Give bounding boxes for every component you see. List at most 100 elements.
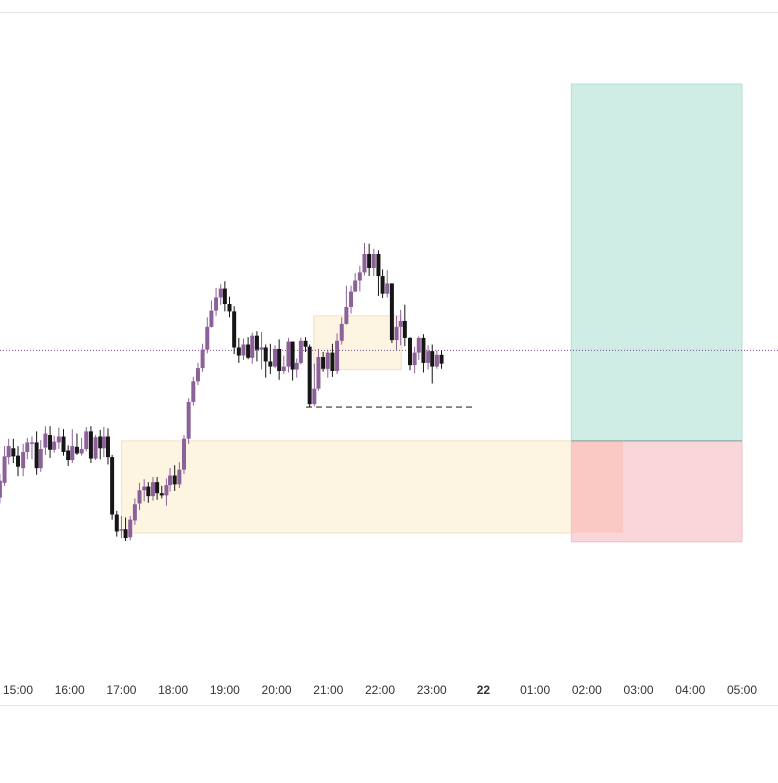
candle[interactable]	[105, 428, 110, 465]
candle[interactable]	[150, 476, 155, 501]
candle[interactable]	[66, 445, 71, 466]
candle[interactable]	[321, 351, 326, 372]
candle[interactable]	[38, 440, 43, 472]
candle[interactable]	[344, 285, 349, 325]
candle[interactable]	[218, 284, 223, 305]
candle[interactable]	[286, 337, 291, 373]
candle[interactable]	[128, 516, 133, 541]
candle[interactable]	[43, 426, 48, 455]
candle[interactable]	[290, 341, 295, 381]
candle[interactable]	[227, 296, 232, 318]
candle[interactable]	[335, 333, 340, 374]
candle[interactable]	[380, 269, 385, 299]
candle[interactable]	[214, 287, 219, 316]
candle[interactable]	[186, 398, 191, 444]
candle[interactable]	[325, 349, 330, 378]
candle[interactable]	[101, 426, 106, 458]
candle[interactable]	[312, 363, 317, 407]
candle[interactable]	[182, 435, 187, 475]
candle[interactable]	[394, 315, 399, 351]
candle[interactable]	[339, 317, 344, 345]
candle[interactable]	[263, 344, 268, 378]
candle[interactable]	[259, 332, 264, 370]
candle[interactable]	[114, 510, 119, 537]
candle[interactable]	[200, 343, 205, 372]
candle[interactable]	[353, 273, 358, 293]
candle[interactable]	[398, 309, 403, 346]
candle[interactable]	[241, 338, 246, 360]
candle[interactable]	[155, 476, 160, 500]
candle[interactable]	[277, 339, 282, 380]
candle[interactable]	[254, 331, 259, 362]
candle[interactable]	[385, 270, 390, 298]
candle[interactable]	[34, 431, 39, 475]
candle[interactable]	[48, 426, 53, 458]
candle[interactable]	[21, 443, 26, 477]
candle[interactable]	[132, 498, 137, 525]
candle[interactable]	[371, 248, 376, 277]
candle[interactable]	[367, 243, 372, 277]
candle[interactable]	[93, 435, 98, 461]
candle[interactable]	[11, 438, 16, 464]
candle[interactable]	[164, 478, 169, 506]
candle[interactable]	[25, 437, 30, 460]
candle[interactable]	[0, 474, 2, 504]
candle[interactable]	[159, 485, 164, 499]
candle[interactable]	[281, 355, 286, 374]
candle[interactable]	[123, 517, 128, 542]
candle[interactable]	[439, 350, 444, 369]
candle[interactable]	[6, 438, 11, 465]
candle[interactable]	[191, 376, 196, 406]
candle[interactable]	[88, 426, 93, 464]
candle[interactable]	[177, 462, 182, 489]
candle[interactable]	[246, 337, 251, 360]
candle[interactable]	[307, 344, 312, 408]
candle[interactable]	[416, 336, 421, 360]
candle[interactable]	[222, 281, 227, 312]
candle[interactable]	[273, 345, 278, 369]
candle[interactable]	[330, 343, 335, 377]
candle[interactable]	[389, 283, 394, 344]
candle[interactable]	[16, 446, 20, 477]
candle[interactable]	[110, 454, 115, 520]
candle[interactable]	[232, 306, 237, 355]
candle[interactable]	[298, 337, 303, 365]
demand-zone[interactable]	[120, 440, 624, 534]
candle[interactable]	[98, 429, 103, 460]
candle[interactable]	[74, 433, 79, 455]
candle[interactable]	[407, 337, 412, 371]
candle[interactable]	[172, 465, 177, 491]
candle[interactable]	[168, 468, 173, 492]
candle[interactable]	[434, 350, 439, 369]
target-zone[interactable]	[570, 83, 743, 442]
candle[interactable]	[430, 344, 435, 384]
candle[interactable]	[303, 337, 308, 352]
candle[interactable]	[119, 516, 124, 539]
candle[interactable]	[56, 427, 61, 450]
candle[interactable]	[421, 334, 426, 373]
candle[interactable]	[357, 265, 362, 292]
candle[interactable]	[349, 285, 354, 314]
candle[interactable]	[294, 358, 299, 378]
candle[interactable]	[2, 446, 7, 486]
candle[interactable]	[29, 436, 34, 460]
candle[interactable]	[79, 437, 84, 456]
candle[interactable]	[84, 426, 89, 452]
candle[interactable]	[412, 346, 417, 374]
candle[interactable]	[146, 482, 151, 503]
candle[interactable]	[70, 429, 75, 464]
candle[interactable]	[250, 332, 255, 364]
candle[interactable]	[142, 479, 147, 502]
candle[interactable]	[205, 317, 210, 354]
candle[interactable]	[402, 304, 407, 346]
candle[interactable]	[362, 242, 367, 276]
candle[interactable]	[376, 250, 381, 296]
candle[interactable]	[137, 482, 142, 511]
candle[interactable]	[52, 435, 57, 453]
candle[interactable]	[268, 343, 273, 374]
candle[interactable]	[209, 300, 214, 328]
candle[interactable]	[426, 345, 431, 370]
candle[interactable]	[61, 429, 66, 456]
